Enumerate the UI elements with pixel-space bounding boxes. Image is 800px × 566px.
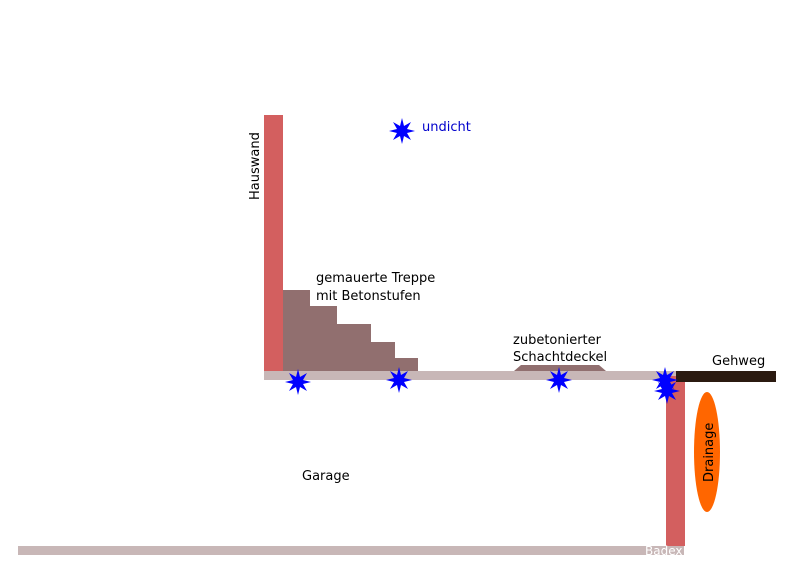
garage-wall	[666, 376, 685, 546]
label-schacht-line2: Schachtdeckel	[513, 350, 607, 365]
garage-floor	[18, 546, 684, 555]
house-wall	[264, 115, 283, 373]
label-schacht-line1: zubetonierter	[513, 333, 602, 348]
walkway	[676, 371, 776, 382]
label-treppe-line2: mit Betonstufen	[316, 289, 421, 304]
label-gehweg: Gehweg	[712, 354, 765, 369]
drainage-pipe	[694, 392, 720, 512]
label-treppe-line1: gemauerte Treppe	[316, 271, 435, 286]
label-undicht: undicht	[422, 120, 471, 135]
manhole-cover	[514, 365, 606, 371]
ceiling-slab	[264, 371, 676, 380]
label-hauswand: Hauswand	[248, 132, 263, 200]
leak-star-icon	[389, 118, 415, 144]
label-drainage: Drainage	[702, 423, 717, 482]
label-garage: Garage	[302, 469, 350, 484]
brick-stairs	[283, 290, 418, 371]
label-badex: Badex	[645, 544, 682, 558]
